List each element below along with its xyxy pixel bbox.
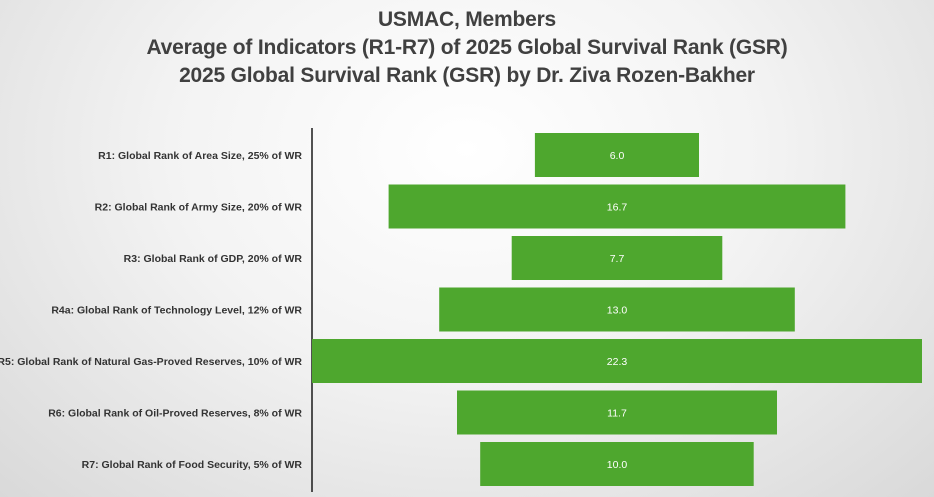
bar-value-label-2: 16.7 [607,202,628,214]
category-label-1: R1: Global Rank of Area Size, 25% of WR [98,150,302,162]
bar-3 [511,236,723,280]
bar-4 [439,287,795,332]
bar-value-label-5: 22.3 [607,356,628,368]
bar-value-label-6: 11.7 [607,408,627,420]
chart-subtitle-2: 2025 Global Survival Rank (GSR) by Dr. Z… [179,64,755,87]
category-label-5: R5: Global Rank of Natural Gas-Proved Re… [0,356,302,368]
bar-1 [534,133,699,177]
category-label-4: R4a: Global Rank of Technology Level, 12… [51,305,302,317]
bar-6 [457,390,777,435]
chart-subtitle-1: Average of Indicators (R1-R7) of 2025 Gl… [146,36,788,59]
category-label-3: R3: Global Rank of GDP, 20% of WR [124,253,303,265]
bar-value-label-1: 6.0 [610,150,625,162]
bar-7 [480,442,754,486]
category-label-7: R7: Global Rank of Food Security, 5% of … [82,459,303,471]
bar-value-label-3: 7.7 [610,253,625,265]
category-label-6: R6: Global Rank of Oil-Proved Reserves, … [48,408,302,420]
category-label-2: R2: Global Rank of Army Size, 20% of WR [95,202,303,214]
bar-value-label-7: 10.0 [607,459,628,471]
bar-value-label-4: 13.0 [607,305,628,317]
bar-2 [388,184,846,229]
chart-title: USMAC, Members [377,8,557,31]
bars-group: 6.0 R1: Global Rank of Area Size, 25% of … [0,133,922,486]
bar-5 [312,339,922,383]
chart-titles: USMAC, Members Average of Indicators (R1… [0,6,934,90]
